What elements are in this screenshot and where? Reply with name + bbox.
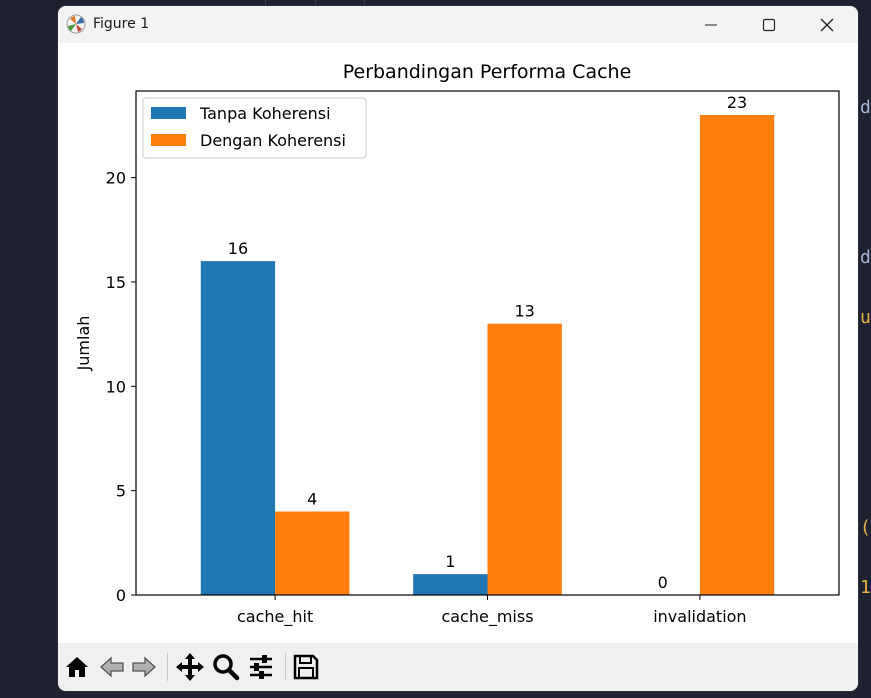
window-title: Figure 1 (93, 16, 150, 32)
bar-value-label: 0 (658, 573, 668, 592)
zoom-icon (213, 654, 240, 681)
pan-button[interactable] (174, 643, 206, 691)
figure-window: Figure 1 Perbandingan Performa Cache Jum… (58, 6, 858, 691)
close-button[interactable] (798, 6, 856, 43)
close-icon (820, 18, 834, 31)
editor-divider (364, 0, 365, 6)
forward-icon (132, 656, 156, 678)
title-bar[interactable]: Figure 1 (58, 6, 858, 43)
x-tick-label: invalidation (653, 607, 746, 626)
bar-dengan-koherensi-cache-miss (487, 323, 562, 595)
legend-swatch-dengan-koherensi (151, 134, 186, 146)
y-tick-label: 20 (106, 169, 126, 188)
bar-value-label: 1 (445, 552, 455, 571)
bar-value-label: 23 (727, 93, 747, 112)
bar-dengan-koherensi-cache-hit (275, 511, 350, 595)
axes-frame (135, 90, 840, 596)
legend-box (142, 97, 367, 159)
configure-subplots-icon (250, 655, 272, 679)
editor-text-fragment: d (860, 247, 871, 268)
editor-divider (315, 0, 316, 6)
editor-text-fragment: 1 (860, 577, 871, 598)
chart-title: Perbandingan Performa Cache (343, 61, 632, 83)
back-icon (100, 656, 124, 678)
home-icon (66, 657, 88, 677)
configure-subplots-button[interactable] (245, 643, 277, 691)
back-button[interactable] (96, 643, 128, 691)
toolbar-separator (285, 653, 286, 681)
editor-text-fragment: d (860, 97, 871, 118)
home-button[interactable] (62, 643, 92, 691)
y-tick-label: 5 (116, 482, 126, 501)
maximize-button[interactable] (740, 6, 798, 43)
save-icon (293, 654, 319, 680)
maximize-icon (762, 18, 776, 31)
legend: Tanpa Koherensi Dengan Koherensi (142, 97, 367, 159)
editor-text-fragment: u (860, 307, 871, 328)
bar-value-label: 13 (514, 302, 534, 321)
bar-tanpa-koherensi-cache-miss (413, 574, 488, 595)
toolbar-separator (167, 653, 168, 681)
y-tick-label: 0 (116, 586, 126, 605)
zoom-button[interactable] (210, 643, 242, 691)
editor-divider (265, 0, 266, 6)
matplotlib-app-icon (66, 14, 86, 34)
editor-text-fragment: ( (860, 517, 871, 538)
navigation-toolbar (58, 643, 858, 691)
legend-label-tanpa-koherensi: Tanpa Koherensi (199, 104, 331, 123)
bar-chart: Perbandingan Performa Cache Jumlah 16104… (74, 61, 840, 627)
save-button[interactable] (290, 643, 322, 691)
forward-button[interactable] (128, 643, 160, 691)
x-tick-label: cache_miss (441, 607, 533, 627)
bar-tanpa-koherensi-cache-hit (200, 261, 276, 595)
legend-swatch-tanpa-koherensi (151, 107, 186, 119)
y-tick-label: 15 (106, 273, 126, 292)
minimize-button[interactable] (682, 6, 740, 43)
bar-dengan-koherensi-invalidation (699, 115, 775, 595)
y-axis-label: Jumlah (74, 316, 93, 372)
x-tick-label: cache_hit (237, 607, 313, 627)
minimize-icon (705, 24, 717, 25)
pan-icon (176, 653, 204, 681)
bar-value-label: 16 (228, 239, 248, 258)
legend-label-dengan-koherensi: Dengan Koherensi (200, 131, 346, 150)
y-tick-label: 10 (106, 377, 126, 396)
figure-canvas[interactable]: Perbandingan Performa Cache Jumlah 16 1 0 4… (58, 43, 858, 643)
bar-value-label: 4 (307, 490, 317, 509)
